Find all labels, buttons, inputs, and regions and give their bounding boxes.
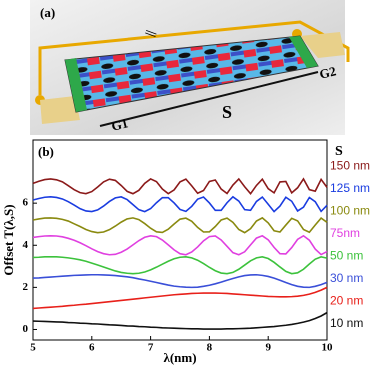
legend-label: 75nm <box>330 226 360 240</box>
gate-strip <box>289 36 318 68</box>
y-axis-title: Offset T(λ,S) <box>1 204 16 275</box>
x-tick-label: 5 <box>30 342 36 354</box>
legend-label: 30 nm <box>330 271 363 285</box>
panel-label: (b) <box>38 144 54 159</box>
size-label: S <box>222 102 232 122</box>
y-tick-label: 4 <box>23 239 29 251</box>
series-line <box>32 273 328 289</box>
gate-strip <box>65 58 87 112</box>
series-line <box>32 216 328 234</box>
symbol: || <box>142 28 157 38</box>
series-line <box>32 286 328 310</box>
series-line <box>32 256 328 275</box>
legend-label: 100 nm <box>330 204 370 218</box>
wire <box>38 20 350 95</box>
gate-label: G2 <box>318 63 338 82</box>
y-tick-label: 6 <box>23 197 29 209</box>
legend-title: S <box>335 144 343 159</box>
series-line <box>32 234 328 256</box>
y-tick-label: 2 <box>23 281 29 293</box>
legend-label: 10 nm <box>330 316 363 330</box>
x-axis-title: λ(nm) <box>163 350 196 365</box>
series-line <box>32 311 328 330</box>
panel-label: (a) <box>40 5 55 20</box>
legend-label: 125 nm <box>330 181 370 195</box>
size-arrow <box>99 71 319 127</box>
x-tick-label: 10 <box>322 342 334 354</box>
series-line <box>32 195 328 213</box>
lead <box>300 32 345 58</box>
panel-a: (a) || G1 G2 S <box>30 0 350 135</box>
x-tick-label: 8 <box>207 342 213 354</box>
legend-label: 20 nm <box>330 294 363 308</box>
plot-frame <box>32 139 328 341</box>
y-tick-label: 0 <box>23 323 29 335</box>
panel-b: (b) S λ(nm) Offset T(λ,S) 5 6 7 8 9 10 0 2 4 6 10 … <box>1 139 370 365</box>
legend-label: 150 nm <box>330 159 370 173</box>
legend-label: 50 nm <box>330 249 363 263</box>
x-tick-label: 6 <box>89 342 95 354</box>
series-line <box>32 177 328 195</box>
gate-label: G1 <box>110 115 130 134</box>
lead <box>40 96 80 124</box>
x-tick-label: 7 <box>148 342 154 354</box>
x-tick-label: 9 <box>265 342 271 354</box>
